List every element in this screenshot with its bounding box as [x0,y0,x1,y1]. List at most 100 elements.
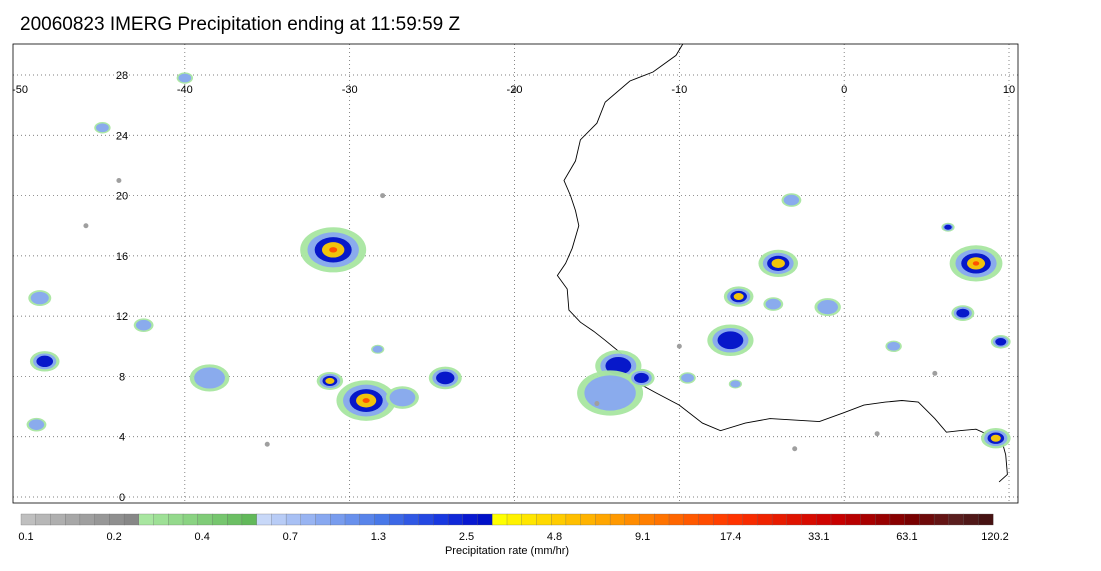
lat-tick-label: 20 [116,191,128,203]
colorbar-swatch [50,513,66,526]
colorbar-swatch [285,513,302,526]
precip-cell [707,324,754,357]
colorbar-swatch [948,513,965,526]
colorbar-swatch [978,513,994,526]
colorbar-swatch [580,513,596,526]
colorbar-swatch [624,513,641,526]
precip-cell [316,371,344,390]
colorbar-swatch [197,513,213,526]
colorbar-swatch [595,513,611,526]
colorbar-swatch [609,513,626,526]
precip-cell [628,368,655,387]
precip-cell [176,72,194,84]
trace-precip [380,193,386,199]
colorbar-swatch [963,513,979,526]
precip-cell [385,386,419,409]
lon-tick-label: 0 [841,84,847,96]
lon-tick-label: -50 [12,84,28,96]
trace-precip [792,446,798,452]
colorbar-tick-label: 0.4 [195,531,210,543]
colorbar-swatch [492,513,508,526]
colorbar-swatch [65,513,81,526]
colorbar-swatch [536,513,552,526]
lat-tick-labels: 28 24 20 16 12 8 4 0 [116,70,128,504]
precip-cell [951,305,975,322]
precip-cell [814,298,841,317]
colorbar-swatch [933,513,950,526]
lat-tick-label: 0 [119,492,125,504]
trace-precip [512,87,517,93]
colorbar-swatch [20,513,37,526]
colorbar-tick-labels: 0.1 0.2 0.4 0.7 1.3 2.5 4.8 9.1 17.4 33.1 63.1 120.… [18,531,1008,543]
colorbar-swatch [418,513,434,526]
colorbar-swatch [79,513,96,526]
trace-precip [932,370,938,376]
colorbar-tick-label: 9.1 [635,531,650,543]
colorbar-swatch [477,513,493,526]
colorbar-swatch [698,513,714,526]
precip-cell [336,380,396,421]
trace-precip [83,223,89,229]
colorbar-swatch [757,513,773,526]
colorbar-swatch [447,513,464,526]
colorbar-tick-label: 2.5 [459,531,474,543]
colorbar-swatch [403,513,420,526]
precip-cells [26,72,1011,452]
precip-cell [723,286,754,307]
colorbar-swatch [830,513,847,526]
colorbar-swatch [786,513,803,526]
colorbar-swatch [845,513,861,526]
lon-tick-label: -30 [342,84,358,96]
lat-tick-label: 16 [116,251,128,263]
colorbar-tick-label: 0.2 [106,531,121,543]
trace-precip [676,343,682,349]
colorbar-swatch [904,513,920,526]
colorbar-swatch [875,513,891,526]
lat-tick-label: 28 [116,70,128,82]
colorbar-tick-label: 33.1 [808,531,829,543]
lon-tick-label: -10 [671,84,687,96]
colorbar-swatch [241,513,258,526]
trace-precip [264,441,270,447]
lat-tick-label: 12 [116,311,128,323]
colorbar-swatch [109,513,125,526]
colorbar-tick-label: 1.3 [371,531,386,543]
colorbar-swatch [256,513,272,526]
precip-cell [981,428,1011,449]
colorbar-label: Precipitation rate (mm/hr) [445,545,569,557]
colorbar-swatch [168,513,184,526]
colorbar-swatch [639,513,655,526]
precip-cell [300,227,367,273]
lon-tick-label: 10 [1003,84,1015,96]
colorbar-swatch [521,513,537,526]
colorbar-swatch [330,513,346,526]
precip-cell [428,366,462,390]
precip-cell [29,351,60,372]
colorbar-swatch [654,513,670,526]
colorbar-swatch [551,513,567,526]
colorbar-tick-label: 17.4 [720,531,741,543]
lon-tick-label: -20 [507,84,523,96]
colorbar-tick-label: 0.1 [18,531,33,543]
precip-cell [781,193,802,207]
colorbar-swatch [138,513,155,526]
precip-cell [189,364,230,392]
colorbar-swatch [300,513,317,526]
colorbar-swatch [374,513,390,526]
colorbar-swatch [433,513,449,526]
trace-precip [594,401,600,407]
trace-precip [874,431,880,437]
colorbar-swatch [359,513,375,526]
colorbar-swatch [713,513,729,526]
colorbar-swatch [389,513,405,526]
precip-cell [941,222,955,232]
precip-cell [94,122,111,134]
colorbar-swatch [212,513,228,526]
precip-cell [728,379,742,389]
precip-cell [679,372,696,384]
colorbar-swatch [182,513,199,526]
colorbar-swatch [506,513,523,526]
colorbar-swatch [889,513,906,526]
